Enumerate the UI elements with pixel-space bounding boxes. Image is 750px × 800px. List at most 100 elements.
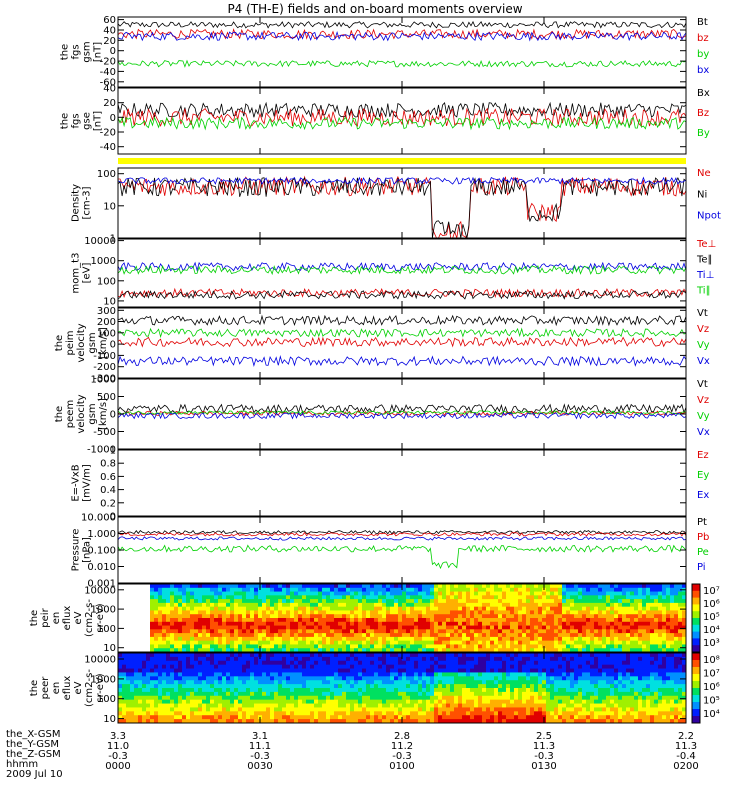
- spectrogram-cell: [370, 636, 375, 642]
- spectrogram-cell: [654, 614, 659, 619]
- spectrogram-cell: [398, 648, 403, 653]
- spectrogram-cell: [374, 621, 379, 626]
- spectrogram-cell: [218, 660, 223, 666]
- spectrogram-cell: [518, 595, 523, 600]
- spectrogram-cell: [410, 633, 415, 638]
- spectrogram-cell: [538, 640, 543, 645]
- spectrogram-cell: [206, 688, 211, 693]
- spectrogram-cell: [322, 684, 327, 689]
- spectrogram-cell: [302, 684, 307, 689]
- spectrogram-cell: [486, 625, 491, 630]
- spectrogram-cell: [570, 629, 575, 634]
- spectrogram-cell: [358, 699, 363, 704]
- spectrogram-cell: [158, 640, 163, 645]
- spectrogram-cell: [370, 707, 375, 712]
- spectrogram-cell: [182, 618, 187, 623]
- spectrogram-cell: [130, 664, 135, 669]
- spectrogram-cell: [450, 656, 455, 662]
- spectrogram-cell: [218, 688, 223, 693]
- spectrogram-cell: [506, 610, 511, 615]
- spectrogram-cell: [534, 653, 539, 658]
- spectrogram-cell: [434, 591, 439, 596]
- spectrogram-cell: [206, 653, 211, 658]
- spectrogram-cell: [430, 644, 435, 649]
- spectrogram-cell: [230, 703, 235, 708]
- spectrogram-cell: [338, 621, 343, 626]
- spectrogram-cell: [186, 644, 191, 649]
- spectrogram-cell: [122, 672, 127, 677]
- spectrogram-cell: [622, 648, 627, 653]
- spectrogram-cell: [170, 715, 175, 720]
- spectrogram-cell: [382, 633, 387, 638]
- spectrogram-cell: [606, 640, 611, 645]
- spectrogram-cell: [278, 676, 283, 681]
- spectrogram-cell: [642, 602, 647, 608]
- spectrogram-cell: [166, 715, 171, 720]
- spectrogram-cell: [426, 640, 431, 645]
- spectrogram-cell: [230, 595, 235, 600]
- spectrogram-cell: [614, 599, 619, 604]
- spectrogram-cell: [158, 660, 163, 666]
- spectrogram-cell: [658, 595, 663, 600]
- spectrogram-cell: [350, 660, 355, 666]
- spectrogram-cell: [426, 606, 431, 611]
- spectrogram-cell: [138, 653, 143, 658]
- spectrogram-cell: [354, 606, 359, 611]
- spectrogram-cell: [354, 653, 359, 658]
- spectrogram-cell: [130, 656, 135, 662]
- spectrogram-cell: [414, 672, 419, 677]
- series-line-Pi: [117, 536, 687, 541]
- spectrogram-cell: [354, 719, 359, 724]
- spectrogram-cell: [486, 656, 491, 662]
- spectrogram-cell: [378, 684, 383, 689]
- spectrogram-cell: [674, 614, 679, 619]
- spectrogram-cell: [326, 688, 331, 693]
- spectrogram-cell: [554, 633, 559, 638]
- spectrogram-cell: [494, 595, 499, 600]
- spectrogram-cell: [514, 680, 519, 685]
- spectrogram-cell: [638, 610, 643, 615]
- spectrogram-cell: [502, 691, 507, 697]
- spectrogram-cell: [514, 699, 519, 704]
- spectrogram-cell: [410, 606, 415, 611]
- spectrogram-cell: [378, 618, 383, 623]
- spectrogram-cell: [206, 595, 211, 600]
- spectrogram-cell: [174, 695, 179, 701]
- spectrogram-cell: [634, 640, 639, 645]
- spectrogram-cell: [202, 640, 207, 645]
- spectrogram-cell: [418, 640, 423, 645]
- spectrogram-cell: [634, 648, 639, 653]
- spectrogram-cell: [350, 625, 355, 630]
- spectrogram-cell: [670, 618, 675, 623]
- spectrogram-cell: [154, 610, 159, 615]
- spectrogram-cell: [442, 672, 447, 677]
- spectrogram-cell: [162, 699, 167, 704]
- spectrogram-cell: [598, 656, 603, 662]
- spectrogram-cell: [146, 656, 151, 662]
- spectrogram-cell: [310, 656, 315, 662]
- spectrogram-cell: [514, 711, 519, 716]
- spectrogram-cell: [618, 614, 623, 619]
- spectrogram-cell: [178, 715, 183, 720]
- spectrogram-cell: [374, 656, 379, 662]
- spectrogram-cell: [434, 672, 439, 677]
- spectrogram-cell: [558, 672, 563, 677]
- spectrogram-cell: [194, 711, 199, 716]
- spectrogram-cell: [274, 653, 279, 658]
- spectrogram-cell: [482, 719, 487, 724]
- spectrogram-cell: [486, 664, 491, 669]
- spectrogram-cell: [598, 648, 603, 653]
- spectrogram-cell: [274, 695, 279, 701]
- spectrogram-cell: [222, 629, 227, 634]
- spectrogram-cell: [278, 684, 283, 689]
- spectrogram-cell: [246, 595, 251, 600]
- spectrogram-cell: [338, 676, 343, 681]
- spectrogram-cell: [174, 629, 179, 634]
- spectrogram-cell: [606, 614, 611, 619]
- spectrogram-cell: [406, 606, 411, 611]
- spectrogram-cell: [390, 699, 395, 704]
- spectrogram-cell: [354, 614, 359, 619]
- spectrogram-cell: [514, 656, 519, 662]
- spectrogram-cell: [278, 711, 283, 716]
- spectrogram-cell: [490, 680, 495, 685]
